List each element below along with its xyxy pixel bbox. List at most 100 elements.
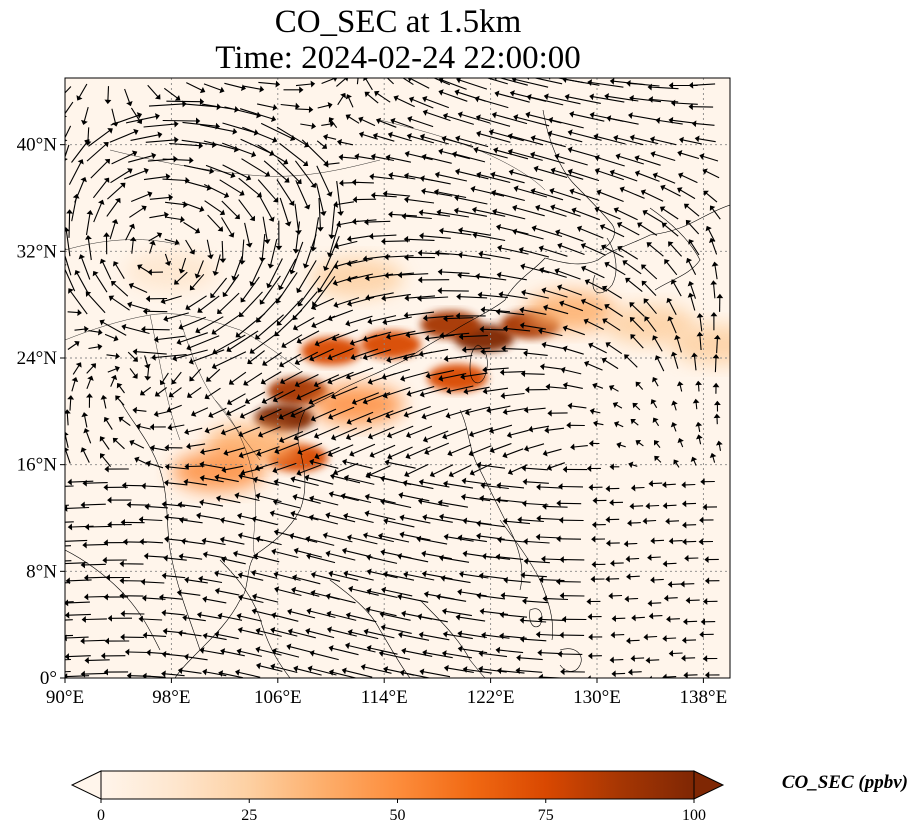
wind-arrow	[404, 196, 435, 204]
wind-arrow	[166, 98, 205, 106]
wind-arrow	[327, 347, 354, 361]
wind-arrow	[129, 236, 137, 254]
wind-arrow	[366, 588, 398, 599]
wind-arrow	[539, 266, 567, 278]
wind-arrow	[456, 293, 488, 301]
wind-arrow	[99, 436, 110, 450]
wind-arrow	[507, 148, 543, 161]
wind-arrow	[99, 258, 112, 280]
wind-arrow	[652, 417, 660, 427]
wind-arrow	[461, 477, 491, 486]
wind-arrow	[85, 291, 106, 314]
wind-arrow	[629, 134, 659, 145]
wind-arrow	[238, 239, 246, 265]
wind-arrow	[435, 593, 467, 602]
wind-arrow	[382, 386, 411, 399]
wind-arrow	[567, 402, 587, 410]
wind-arrow	[309, 495, 339, 506]
wind-arrow	[328, 491, 359, 502]
wind-arrow	[208, 407, 227, 419]
wind-arrow	[362, 349, 392, 361]
wind-arrow	[149, 240, 156, 254]
wind-arrow	[219, 536, 245, 545]
wind-arrow	[662, 673, 677, 678]
wind-arrow	[76, 83, 88, 101]
wind-arrow	[437, 287, 469, 295]
wind-arrow	[624, 595, 639, 603]
wind-arrow	[325, 593, 356, 604]
wind-arrow	[189, 273, 205, 291]
wind-arrow	[588, 342, 607, 354]
wind-arrow	[712, 354, 720, 373]
wind-arrow	[67, 523, 94, 531]
wind-arrow	[352, 196, 377, 204]
wind-arrow	[219, 517, 245, 526]
wind-arrow	[383, 517, 415, 528]
wind-arrow	[688, 239, 700, 256]
wind-arrow	[569, 110, 605, 122]
wind-arrow	[345, 114, 360, 124]
wind-arrow	[668, 537, 683, 545]
wind-arrow	[687, 281, 697, 299]
wind-arrow	[472, 231, 506, 242]
wind-arrow	[212, 254, 221, 276]
wind-arrow	[145, 295, 168, 303]
wind-arrow	[93, 199, 105, 223]
wind-arrow	[78, 254, 91, 280]
wind-arrow	[584, 360, 603, 371]
wind-arrow	[593, 420, 604, 427]
colorbar-tick-label: 100	[682, 807, 706, 824]
wind-arrow	[665, 517, 680, 525]
wind-arrow	[204, 387, 221, 400]
wind-arrow	[539, 363, 563, 371]
wind-arrow	[513, 114, 550, 127]
co-plume	[604, 304, 697, 345]
wind-arrow	[567, 168, 600, 182]
wind-arrow	[129, 439, 145, 449]
wind-arrow	[220, 648, 245, 657]
wind-arrow	[538, 576, 565, 584]
wind-arrow	[297, 275, 321, 307]
wind-arrow	[546, 462, 565, 471]
wind-arrow	[271, 612, 299, 622]
wind-arrow	[345, 315, 373, 327]
wind-arrow	[479, 325, 509, 333]
wind-arrow	[171, 371, 182, 385]
wind-arrow	[437, 499, 468, 508]
wind-arrow	[164, 253, 172, 266]
wind-arrow	[145, 136, 179, 144]
wind-arrow	[547, 130, 583, 143]
wind-arrow	[378, 650, 411, 660]
wind-arrow	[652, 335, 663, 352]
wind-arrow	[103, 416, 113, 430]
wind-arrow	[366, 644, 398, 655]
wind-arrow	[120, 610, 145, 618]
wind-arrow	[530, 135, 566, 148]
wind-arrow	[441, 650, 472, 659]
y-tick-label: 24°N	[17, 348, 58, 369]
wind-arrow	[629, 502, 644, 510]
wind-arrow	[218, 670, 243, 678]
wind-arrow	[102, 556, 127, 564]
wind-arrow	[162, 117, 201, 125]
wind-arrow	[82, 541, 108, 549]
wind-arrow	[562, 345, 584, 355]
wind-arrow	[403, 253, 435, 261]
wind-arrow	[712, 382, 720, 394]
wind-arrow	[500, 592, 528, 599]
wind-arrow	[279, 430, 304, 444]
wind-arrow	[119, 592, 144, 600]
wind-arrow	[713, 334, 721, 354]
wind-arrow	[65, 485, 74, 487]
wind-arrow	[685, 596, 700, 604]
wind-arrow	[602, 285, 622, 299]
wind-arrow	[65, 582, 71, 584]
wind-arrow	[119, 560, 144, 568]
wind-arrow	[183, 221, 201, 234]
wind-arrow	[351, 392, 380, 406]
wind-arrow	[682, 521, 697, 529]
wind-arrow	[88, 128, 113, 147]
wind-arrow	[143, 173, 171, 181]
wind-arrow	[159, 372, 169, 386]
wind-arrow	[164, 444, 183, 452]
